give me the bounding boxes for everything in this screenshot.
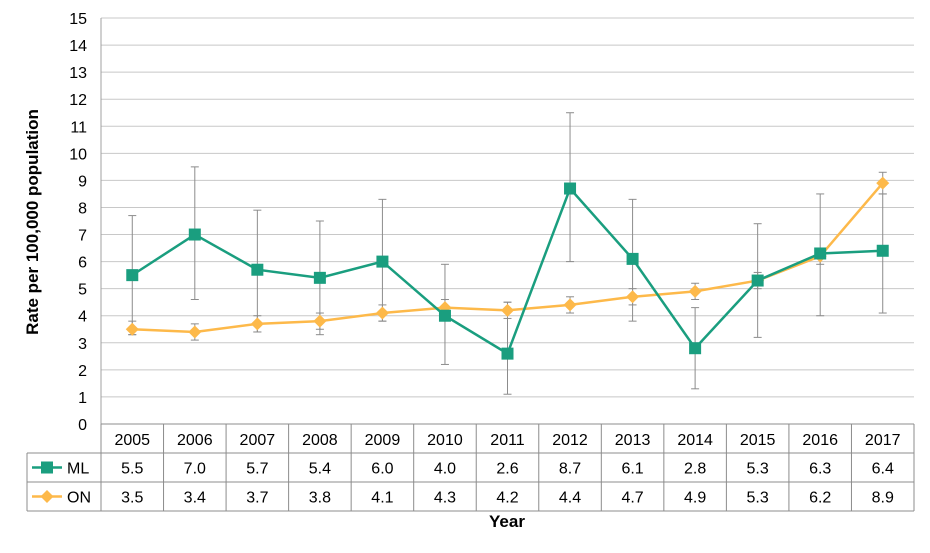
table-cell-on: 3.7	[246, 490, 268, 507]
table-cell-ml: 6.4	[872, 461, 894, 478]
data-point-on	[626, 290, 640, 304]
x-tick-label: 2006	[177, 432, 213, 449]
data-point-ml	[126, 269, 139, 282]
table-cell-ml: 2.8	[684, 461, 706, 478]
y-tick-label: 5	[78, 282, 87, 299]
data-point-ml	[564, 182, 577, 195]
table-cell-on: 4.7	[621, 490, 643, 507]
x-tick-label: 2013	[615, 432, 651, 449]
x-tick-label: 2015	[740, 432, 776, 449]
table-cell-on: 4.9	[684, 490, 706, 507]
x-tick-label: 2016	[802, 432, 838, 449]
y-tick-label: 0	[78, 417, 87, 434]
data-point-ml	[438, 309, 451, 322]
table-cell-ml: 5.4	[309, 461, 331, 478]
y-tick-label: 12	[69, 92, 87, 109]
data-point-on	[375, 306, 389, 320]
data-point-ml	[876, 244, 889, 257]
data-point-on	[876, 176, 890, 190]
table-cell-ml: 8.7	[559, 461, 581, 478]
table-cell-on: 3.4	[184, 490, 206, 507]
x-tick-label: 2012	[552, 432, 588, 449]
data-point-on	[188, 325, 202, 339]
data-point-ml	[751, 274, 764, 287]
y-tick-label: 4	[78, 309, 87, 326]
y-tick-label: 11	[70, 119, 87, 136]
y-tick-label: 9	[78, 173, 87, 190]
table-cell-ml: 5.3	[747, 461, 769, 478]
y-tick-label: 13	[69, 65, 87, 82]
table-cell-ml: 6.0	[371, 461, 393, 478]
x-tick-label: 2014	[677, 432, 713, 449]
table-cell-ml: 5.7	[246, 461, 268, 478]
table-cell-ml: 7.0	[184, 461, 206, 478]
data-point-ml	[251, 263, 264, 276]
y-tick-label: 1	[78, 390, 87, 407]
data-point-ml	[626, 252, 639, 265]
data-point-on	[688, 284, 702, 298]
legend-label-on: ON	[67, 490, 91, 507]
data-point-ml	[689, 342, 702, 355]
x-tick-label: 2010	[427, 432, 463, 449]
y-tick-label: 15	[69, 11, 87, 28]
table-cell-ml: 4.0	[434, 461, 456, 478]
data-point-on	[250, 317, 264, 331]
y-tick-label: 8	[78, 200, 87, 217]
table-cell-on: 4.1	[371, 490, 393, 507]
table-cell-on: 8.9	[872, 490, 894, 507]
y-tick-label: 6	[78, 255, 87, 272]
x-tick-label: 2009	[365, 432, 401, 449]
data-point-on	[313, 314, 327, 328]
table-cell-on: 3.8	[309, 490, 331, 507]
table-cell-ml: 5.5	[121, 461, 143, 478]
legend-marker-ml	[41, 461, 53, 474]
x-tick-label: 2008	[302, 432, 338, 449]
x-tick-label: 2005	[114, 432, 150, 449]
table-cell-ml: 6.1	[621, 461, 643, 478]
table-cell-on: 4.3	[434, 490, 456, 507]
data-point-ml	[188, 228, 201, 241]
table-cell-on: 5.3	[747, 490, 769, 507]
plot-area	[125, 112, 890, 395]
x-tick-label: 2017	[865, 432, 901, 449]
y-axis-title: Rate per 100,000 population	[23, 109, 42, 335]
x-axis-title: Year	[489, 512, 525, 531]
data-point-on	[563, 298, 577, 312]
x-tick-label: 2007	[240, 432, 276, 449]
table-cell-ml: 2.6	[496, 461, 518, 478]
data-point-ml	[313, 271, 326, 284]
y-tick-label: 2	[78, 363, 87, 380]
x-tick-label: 2011	[490, 432, 525, 449]
table-cell-on: 6.2	[809, 490, 831, 507]
data-table: 2005 2006 2007 2008 2009 2010 2011 2012 2013 2014…	[26, 423, 915, 512]
y-tick-label: 10	[69, 146, 87, 163]
y-tick-label: 14	[69, 38, 87, 55]
y-tick-label: 3	[78, 336, 87, 353]
table-cell-ml: 6.3	[809, 461, 831, 478]
data-point-on	[501, 303, 514, 317]
data-point-on	[125, 322, 139, 336]
legend-marker-on	[40, 490, 54, 503]
data-point-ml	[501, 347, 514, 360]
legend-label-ml: ML	[67, 461, 89, 478]
table-cell-on: 3.5	[121, 490, 143, 507]
y-tick-label: 7	[78, 228, 87, 245]
table-cell-on: 4.2	[496, 490, 518, 507]
data-point-ml	[376, 255, 389, 268]
data-point-ml	[814, 247, 827, 260]
table-cell-on: 4.4	[559, 490, 581, 507]
